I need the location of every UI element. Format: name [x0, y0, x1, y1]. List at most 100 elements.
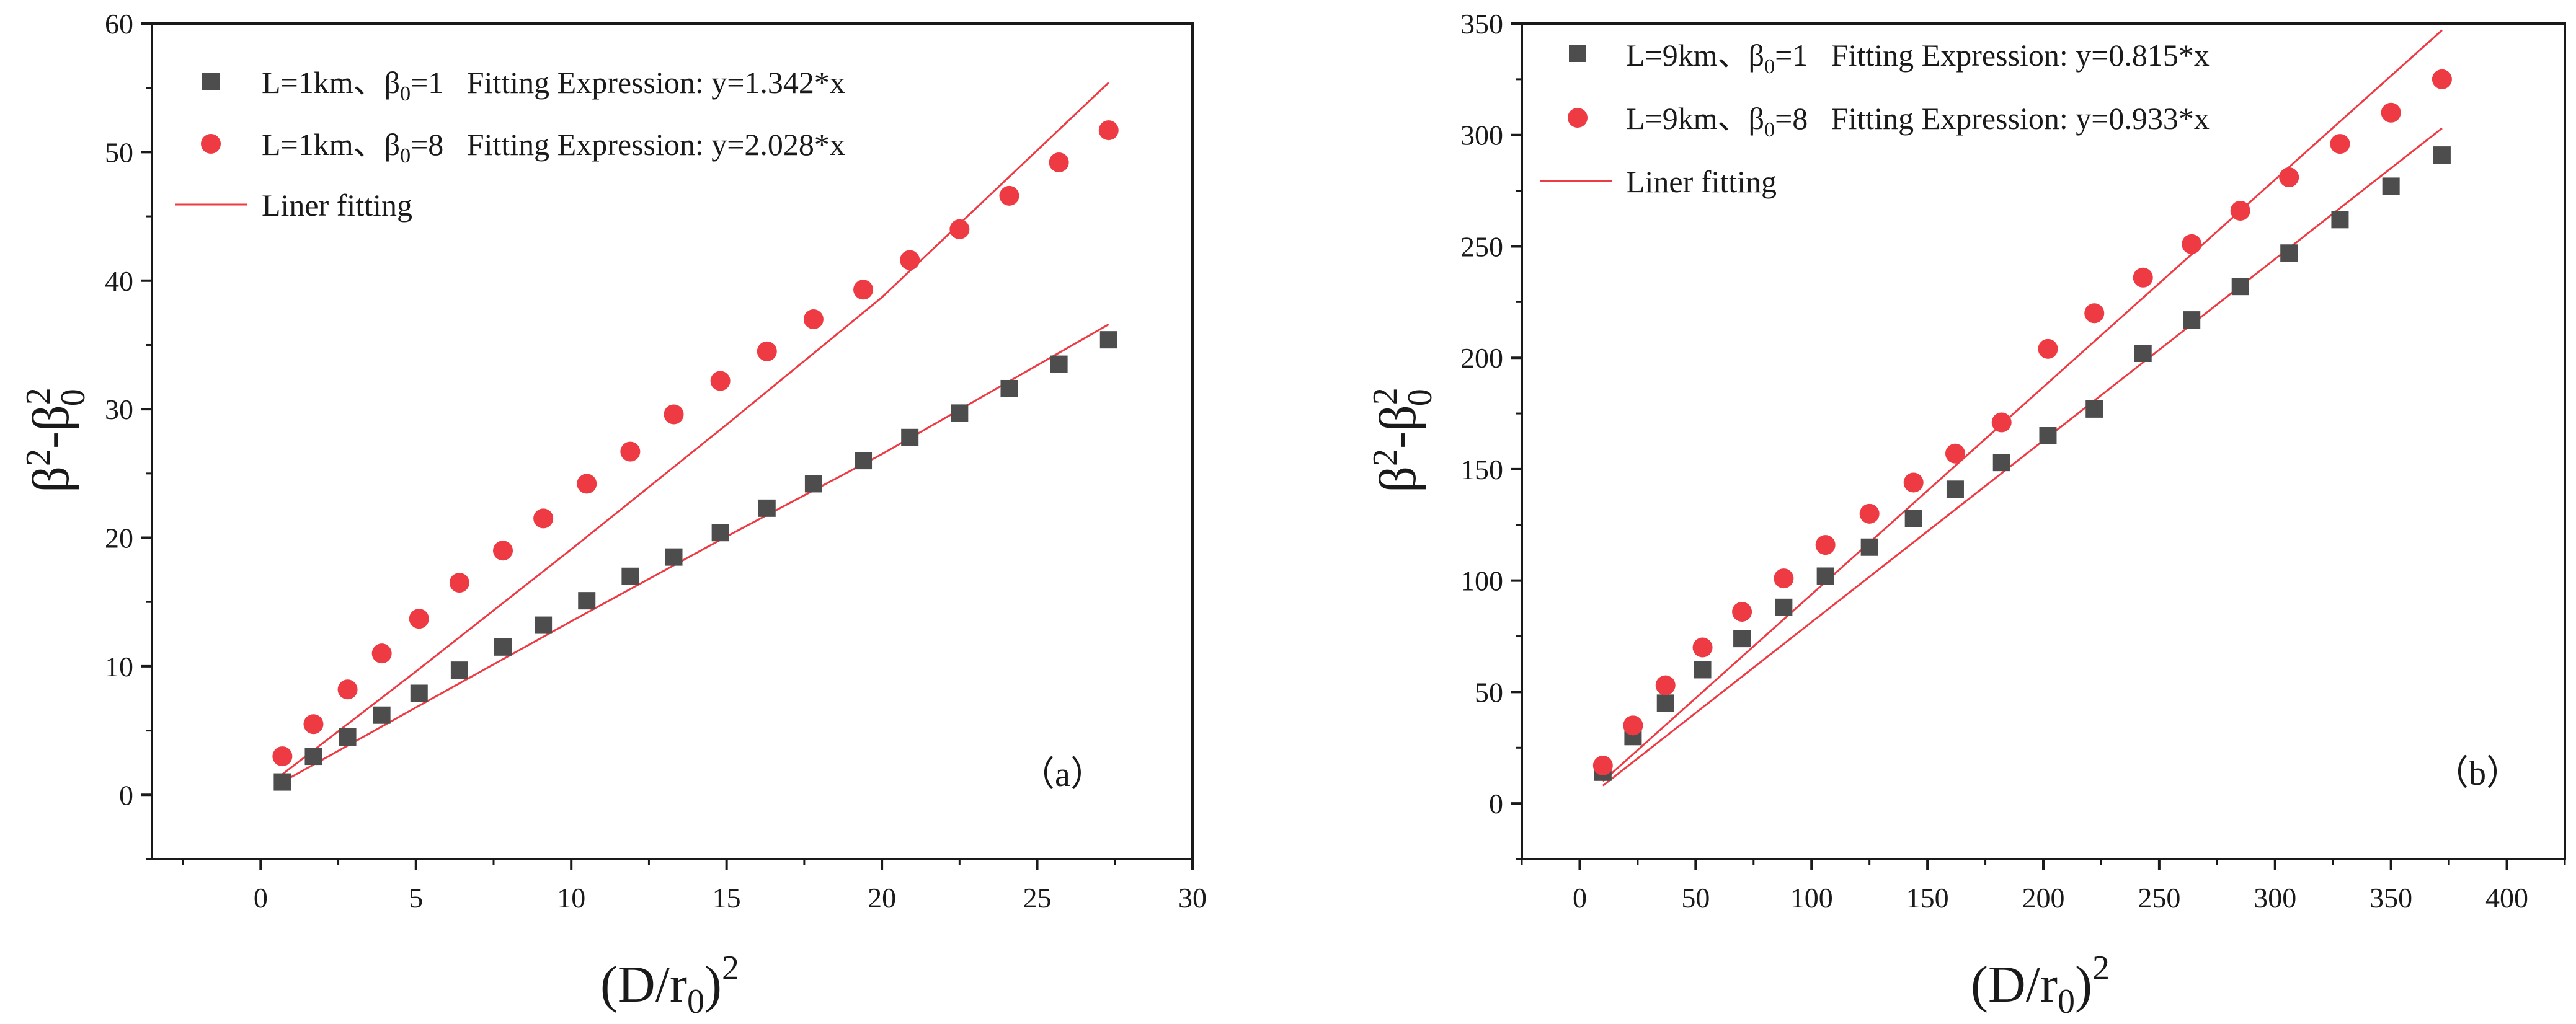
- data-point-square: [373, 706, 391, 724]
- y-tick-label: 50: [1475, 676, 1503, 708]
- x-tick-label: 15: [713, 882, 741, 914]
- x-title-sup: 2: [722, 949, 739, 987]
- data-point-circle: [1774, 568, 1794, 589]
- data-point-square: [855, 452, 873, 470]
- data-point-circle: [2279, 167, 2299, 188]
- fit-line: [282, 82, 1109, 775]
- data-point-circle: [999, 185, 1019, 206]
- data-point-square: [901, 428, 919, 446]
- y-tick-label: 30: [105, 394, 133, 425]
- data-point-circle: [449, 573, 469, 593]
- x-title-sup: 2: [2092, 949, 2110, 987]
- data-point-circle: [1692, 637, 1713, 658]
- data-point-square: [578, 592, 596, 610]
- fit-line: [1602, 29, 2443, 782]
- data-point-square: [1656, 694, 1674, 712]
- data-point-square: [2231, 278, 2249, 296]
- panel-label-b: （b）: [2434, 754, 2521, 793]
- x-tick-label: 10: [557, 882, 585, 914]
- data-point-circle: [949, 219, 970, 239]
- y-tick-label: 20: [105, 523, 133, 554]
- legend-text-sub: 0: [400, 82, 411, 105]
- data-point-circle: [371, 643, 392, 664]
- data-point-square: [1904, 510, 1922, 527]
- x-tick-label: 50: [1681, 882, 1710, 914]
- data-point-circle: [853, 280, 874, 300]
- y-tick-label: 0: [1489, 788, 1503, 819]
- y-tick-label: 350: [1460, 8, 1503, 40]
- axis-ticks-b: 0 50 100 150 200 250 300 350 400 0 50 100 150 200 250 3…: [1460, 8, 2566, 914]
- legend-entry-fit-line: Liner fitting: [1626, 164, 1777, 199]
- data-point-circle: [620, 441, 641, 462]
- x-title-sub: 0: [687, 982, 704, 1021]
- data-point-square: [273, 773, 291, 791]
- data-point-circle: [272, 746, 293, 767]
- y-title-sup: 2: [1366, 449, 1405, 466]
- data-point-square: [339, 728, 357, 746]
- x-tick-label: 30: [1178, 882, 1207, 914]
- y-title-minus: -: [22, 431, 80, 449]
- data-point-circle: [1655, 675, 1676, 695]
- legend-entry-series-2: L=9km、β0=8 Fitting Expression: y=0.933*x: [1626, 101, 2210, 141]
- y-tick-label: 100: [1460, 565, 1503, 597]
- data-point-square: [2134, 345, 2152, 363]
- y-tick-label: 200: [1460, 342, 1503, 374]
- data-point-circle: [409, 609, 429, 629]
- y-tick-label: 60: [105, 8, 133, 40]
- data-point-circle: [577, 474, 597, 494]
- legend-b: L=9km、β0=1 Fitting Expression: y=0.815*x…: [1540, 38, 2210, 199]
- y-title-beta: β: [22, 466, 80, 493]
- x-axis-title-b: (D/r0)2: [1971, 949, 2110, 1021]
- y-tick-label: 250: [1460, 231, 1503, 262]
- legend-text-pre: L=1km、β: [262, 65, 400, 100]
- data-point-circle: [2230, 200, 2250, 221]
- legend-text-sub: 0: [400, 144, 411, 167]
- data-point-square: [2382, 177, 2400, 195]
- data-point-square: [1946, 480, 1964, 498]
- x-title-main: (D/r: [600, 956, 687, 1013]
- data-point-square: [1050, 355, 1068, 373]
- x-tick-label: 5: [409, 882, 423, 914]
- x-tick-label: 350: [2369, 882, 2412, 914]
- legend-text-pre: L=9km、β: [1626, 38, 1764, 73]
- data-point-circle: [1732, 601, 1752, 622]
- x-title-close: ): [2075, 956, 2092, 1013]
- x-tick-label: 0: [1573, 882, 1587, 914]
- data-point-square: [304, 748, 322, 766]
- y-axis-title-a: β2-β20: [19, 387, 92, 492]
- data-point-circle: [2381, 102, 2401, 123]
- y-title-sup: 2: [1366, 387, 1405, 405]
- data-point-square: [1099, 331, 1117, 349]
- data-point-square: [1733, 630, 1751, 648]
- data-point-circle: [2432, 69, 2452, 89]
- y-title-beta: β: [1369, 405, 1427, 431]
- data-point-square: [2331, 211, 2349, 229]
- legend-text-sub: 0: [1764, 118, 1775, 141]
- chart-panel-b: 0 50 100 150 200 250 300 350 4000501001502002503…: [1366, 8, 2566, 1021]
- data-point-square: [1775, 598, 1793, 616]
- data-point-square: [2039, 427, 2057, 445]
- data-point-circle: [1991, 412, 2012, 433]
- data-point-circle: [337, 679, 358, 700]
- x-tick-label: 20: [868, 882, 896, 914]
- data-point-circle: [1592, 756, 1613, 776]
- data-point-square: [804, 475, 822, 493]
- x-tick-label: 150: [1906, 882, 1949, 914]
- y-title-beta: β: [22, 405, 80, 431]
- data-point-circle: [1049, 152, 1069, 172]
- data-point-circle: [664, 404, 684, 425]
- data-point-circle: [1098, 120, 1119, 141]
- fit-lines-b: [1602, 29, 2443, 787]
- axis-ticks-a: 0 5 10 15 20 25 30 0 10 20 30 40 50 60: [105, 8, 1207, 914]
- legend-text-pre: L=9km、β: [1626, 101, 1764, 136]
- data-point-square: [410, 684, 428, 702]
- data-point-circle: [493, 541, 513, 561]
- x-tick-label: 300: [2254, 882, 2296, 914]
- data-point-square: [621, 567, 639, 585]
- legend-text-sub: 0: [1764, 55, 1775, 78]
- x-tick-label: 100: [1790, 882, 1833, 914]
- y-title-sub: 0: [1401, 389, 1439, 406]
- data-points-b: [1592, 69, 2452, 781]
- y-title-beta: β: [1369, 466, 1427, 493]
